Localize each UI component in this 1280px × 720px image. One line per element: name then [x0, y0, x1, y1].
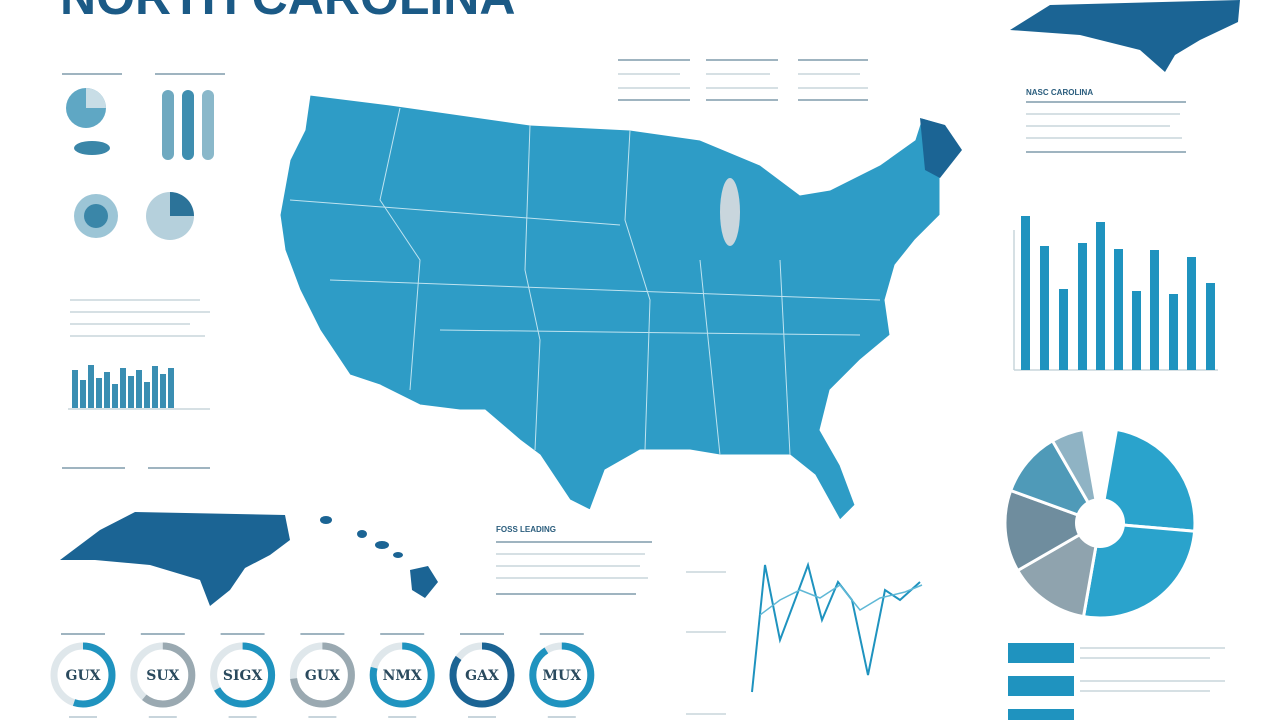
ring [130, 642, 196, 708]
page-title: NORTH CAROLINA [60, 0, 516, 25]
state-shape [60, 512, 290, 606]
text-placeholder [496, 541, 652, 595]
mini-bar-chart [68, 365, 210, 410]
ring [529, 642, 595, 708]
ring [210, 642, 276, 708]
pie-chart [1003, 427, 1197, 620]
us-map [279, 94, 963, 521]
ring-label: GUX [305, 668, 340, 684]
bar-chart [1013, 216, 1218, 371]
line-chart [686, 561, 923, 715]
legend-bars [1008, 643, 1225, 720]
text-placeholder [618, 59, 868, 101]
ring-label: SIGX [223, 668, 263, 684]
state-borders [289, 107, 881, 456]
state-shape [1010, 0, 1240, 72]
notes-heading: FOSS LEADING [496, 525, 556, 534]
ring-label: SUX [146, 668, 179, 684]
ring-label: GUX [65, 668, 100, 684]
lake [720, 178, 740, 246]
ring [369, 642, 435, 708]
icon-group [62, 73, 225, 240]
ring-label: GAX [465, 668, 499, 684]
text-placeholder [1026, 101, 1186, 153]
ring [449, 642, 515, 708]
islands [320, 516, 438, 598]
panel-heading: NASC CAROLINA [1026, 88, 1093, 97]
text-placeholder [70, 299, 210, 337]
ring-label: MUX [543, 668, 582, 684]
ring-row: GUX SUX SIGX GUX NMX GAX MUX [50, 633, 595, 718]
ring [50, 642, 116, 708]
state-highlight [920, 118, 962, 178]
ring [289, 642, 355, 708]
ring-label: NMX [383, 668, 422, 684]
